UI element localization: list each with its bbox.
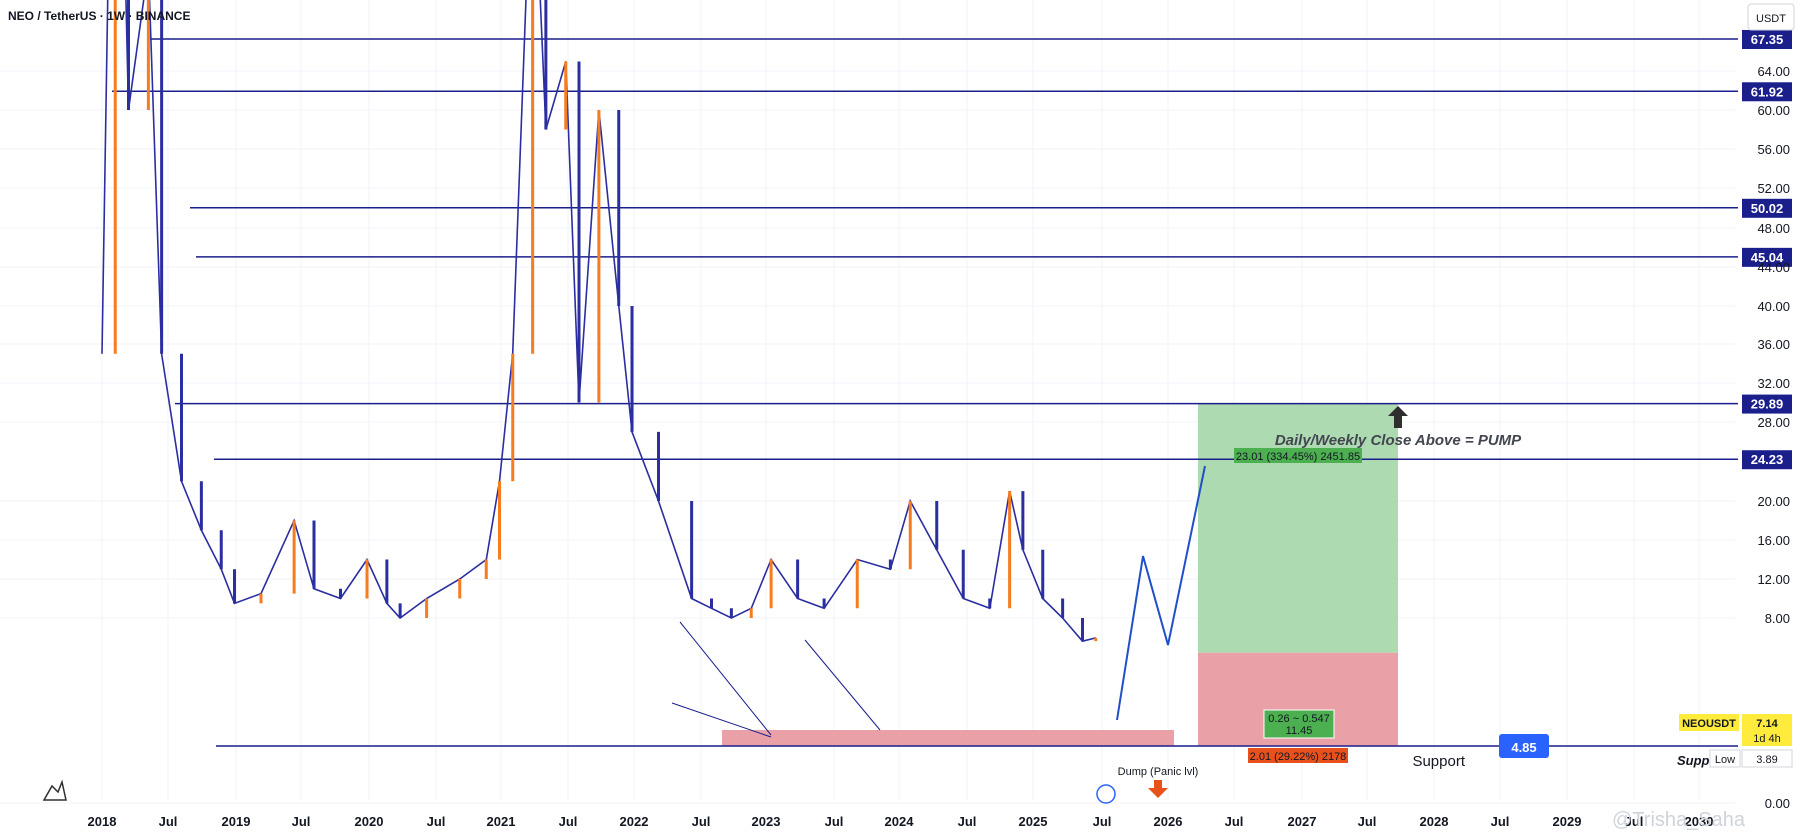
dump-label: Dump (Panic lvl) [1118, 766, 1199, 778]
stop-label: 2.01 (29.22%) 2178 [1248, 748, 1348, 763]
current-price-badge: NEOUSDT 7.14 1d 4h [1679, 714, 1792, 746]
y-tick-label: 36.00 [1757, 337, 1790, 352]
x-tick-label: Jul [1358, 814, 1377, 829]
y-tick-label: 40.00 [1757, 299, 1790, 314]
svg-text:NEOUSDT: NEOUSDT [1682, 718, 1736, 730]
x-tick-label: 2028 [1420, 814, 1449, 829]
support-zone [722, 730, 1174, 746]
svg-text:45.04: 45.04 [1751, 250, 1784, 265]
svg-text:1d 4h: 1d 4h [1753, 733, 1781, 745]
svg-text:24.23: 24.23 [1751, 452, 1784, 467]
level-badge: 50.02 [1742, 198, 1792, 218]
x-tick-label: 2024 [885, 814, 915, 829]
y-tick-label: 60.00 [1757, 103, 1790, 118]
x-tick-label: Jul [559, 814, 578, 829]
x-tick-label: 2023 [752, 814, 781, 829]
levels: 67.35 61.92 50.02 45.04 29.89 24.23 [112, 30, 1792, 747]
up-arrow-icon [1388, 406, 1408, 428]
svg-text:23.01 (334.45%) 2451.85: 23.01 (334.45%) 2451.85 [1236, 451, 1360, 463]
support-clip-label: Supp [1677, 753, 1710, 768]
annotation-labels: NEO / TetherUS · 1W · BINANCE USDT Daily/W… [8, 3, 1795, 831]
x-tick-label: 2022 [620, 814, 649, 829]
price-line [101, 0, 1096, 643]
projection-path [1116, 465, 1206, 721]
app-logo-icon[interactable] [42, 779, 67, 801]
low-badge: Low 3.89 [1709, 749, 1793, 768]
wedge-line [671, 702, 772, 738]
level-badge: 45.04 [1742, 247, 1792, 267]
x-axis: 2018 Jul 2019 Jul 2020 Jul 2021 Jul 2022 Jul 2023 J… [88, 814, 1714, 829]
svg-text:2.01 (29.22%) 2178: 2.01 (29.22%) 2178 [1250, 751, 1347, 763]
svg-text:67.35: 67.35 [1751, 32, 1784, 47]
x-tick-label: Jul [1093, 814, 1112, 829]
level-badge: 24.23 [1742, 450, 1792, 470]
watermark: @Trisha_Saha [1612, 809, 1746, 831]
x-tick-label: Jul [292, 814, 311, 829]
level-badge: 61.92 [1742, 82, 1792, 102]
x-tick-label: Jul [1491, 814, 1510, 829]
x-tick-label: 2026 [1154, 814, 1183, 829]
x-tick-label: 2019 [222, 814, 251, 829]
x-tick-label: 2018 [88, 814, 117, 829]
y-tick-label: 28.00 [1757, 415, 1790, 430]
svg-text:61.92: 61.92 [1751, 84, 1784, 99]
y-tick-label: 48.00 [1757, 221, 1790, 236]
level-badge: 29.89 [1742, 394, 1792, 414]
y-tick-label: 20.00 [1757, 494, 1790, 509]
grid [0, 0, 1735, 804]
projection-text: Daily/Weekly Close Above = PUMP [1275, 432, 1522, 449]
x-tick-label: Jul [159, 814, 178, 829]
x-tick-label: Jul [825, 814, 844, 829]
support-label: Support [1412, 753, 1465, 770]
x-tick-label: 2029 [1553, 814, 1582, 829]
y-tick-label: 44.00 [1757, 260, 1790, 275]
x-tick-label: Jul [1225, 814, 1244, 829]
target-zone [1198, 403, 1398, 653]
y-tick-label: 8.00 [1765, 611, 1790, 626]
support-value-badge: 4.85 [1499, 734, 1549, 758]
svg-text:11.45: 11.45 [1286, 725, 1313, 737]
currency-label: USDT [1756, 13, 1786, 25]
x-tick-label: Jul [1625, 814, 1644, 829]
x-tick-label: 2020 [355, 814, 384, 829]
svg-text:3.89: 3.89 [1756, 754, 1777, 766]
projection [671, 406, 1408, 798]
wedge-line [679, 621, 772, 736]
y-tick-label: 52.00 [1757, 181, 1790, 196]
svg-text:7.14: 7.14 [1756, 718, 1778, 730]
y-tick-label: 0.00 [1765, 796, 1790, 811]
x-tick-label: 2025 [1019, 814, 1048, 829]
svg-text:29.89: 29.89 [1751, 397, 1784, 412]
level-badge: 67.35 [1742, 30, 1792, 49]
y-tick-label: 32.00 [1757, 376, 1790, 391]
x-tick-label: 2030 [1685, 814, 1714, 829]
y-tick-label: 16.00 [1757, 533, 1790, 548]
svg-text:0.26 ~ 0.547: 0.26 ~ 0.547 [1268, 713, 1329, 725]
price-series [101, 0, 1098, 643]
svg-text:4.85: 4.85 [1511, 740, 1536, 755]
x-tick-label: Jul [692, 814, 711, 829]
down-arrow-icon [1148, 780, 1168, 798]
wedge-line [804, 639, 881, 731]
y-tick-label: 56.00 [1757, 142, 1790, 157]
y-axis: 64.00 60.00 56.00 52.00 48.00 44.00 40.00 36.00… [1757, 64, 1790, 811]
target-label: 23.01 (334.45%) 2451.85 [1234, 448, 1362, 463]
currency-button[interactable]: USDT [1747, 3, 1795, 31]
svg-text:50.02: 50.02 [1751, 201, 1784, 216]
x-tick-label: 2021 [487, 814, 516, 829]
y-tick-label: 12.00 [1757, 572, 1790, 587]
x-tick-label: Jul [958, 814, 977, 829]
svg-text:Low: Low [1715, 754, 1735, 766]
x-tick-label: Jul [427, 814, 446, 829]
event-icon[interactable] [1096, 784, 1116, 804]
x-tick-label: 2027 [1288, 814, 1317, 829]
y-tick-label: 64.00 [1757, 64, 1790, 79]
chart-title: NEO / TetherUS · 1W · BINANCE [8, 9, 190, 23]
